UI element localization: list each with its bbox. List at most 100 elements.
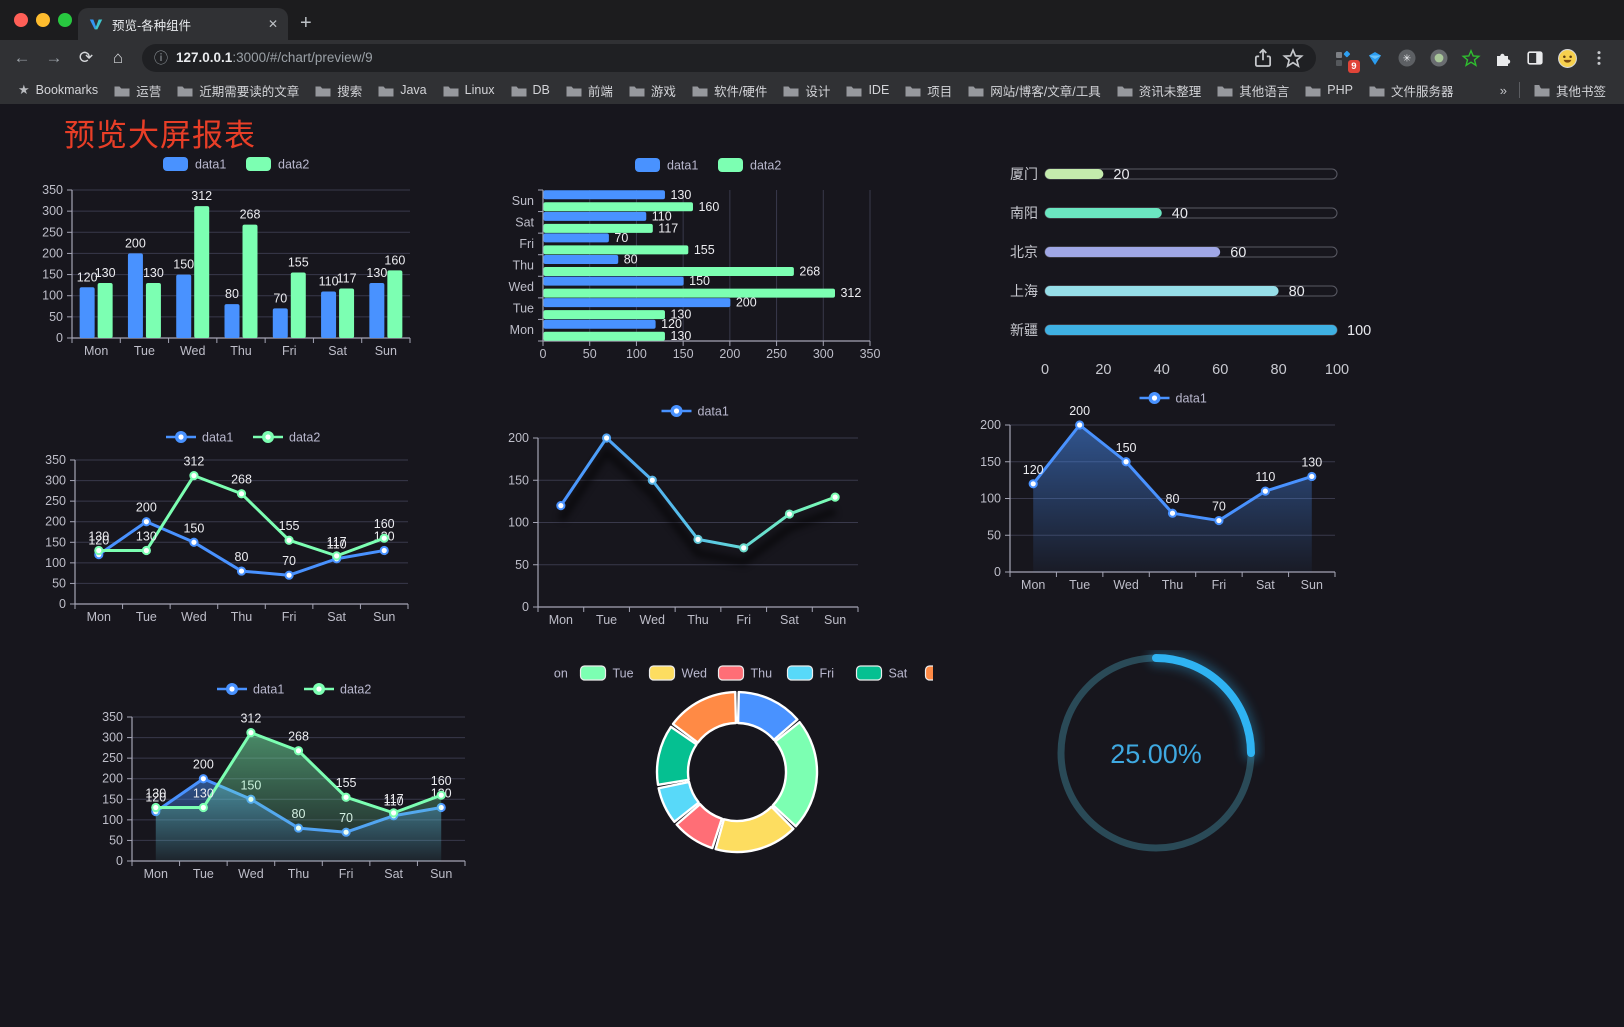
svg-text:Mon: Mon xyxy=(84,344,108,358)
browser-menu-icon[interactable] xyxy=(1588,47,1610,69)
svg-text:Tue: Tue xyxy=(596,613,617,627)
tab-close-icon[interactable]: ✕ xyxy=(267,17,278,31)
reload-button[interactable]: ⟳ xyxy=(78,48,94,67)
other-bookmarks-label: 其他书签 xyxy=(1555,84,1606,99)
back-button[interactable]: ← xyxy=(13,48,31,67)
chart-line-gradient[interactable]: data1 0 50 100 150 200 Mon Tue Wed Thu Fri Sat Sun xyxy=(503,398,903,640)
svg-text:110: 110 xyxy=(1255,470,1275,484)
bookmark-folder[interactable]: 前端 xyxy=(558,79,621,101)
svg-text:Sun: Sun xyxy=(1301,578,1323,592)
site-info-icon[interactable]: ⓘ xyxy=(154,50,168,66)
address-bar[interactable]: ⓘ 127.0.0.1:3000/#/chart/preview/9 xyxy=(142,44,1316,72)
svg-text:北京: 北京 xyxy=(1010,244,1038,260)
chart-gauge[interactable]: 25.00% xyxy=(1053,650,1265,865)
bookmark-folder-label: 其他语言 xyxy=(1239,84,1290,99)
bookmark-folder[interactable]: 软件/硬件 xyxy=(684,79,775,101)
bookmark-folder[interactable]: DB xyxy=(503,79,558,101)
svg-text:200: 200 xyxy=(193,758,214,772)
home-button[interactable]: ⌂ xyxy=(112,48,124,67)
bookmark-folder[interactable]: IDE xyxy=(838,79,897,101)
bookmark-folder-label: Java xyxy=(400,83,427,97)
svg-text:110: 110 xyxy=(327,538,347,552)
svg-text:250: 250 xyxy=(42,225,63,239)
svg-text:312: 312 xyxy=(840,286,861,300)
other-bookmarks-folder[interactable]: 其他书签 xyxy=(1526,79,1614,101)
extension-star-icon[interactable] xyxy=(1460,47,1482,69)
bookmark-folder[interactable]: Linux xyxy=(435,79,503,101)
bookmark-folder-label: 网站/博客/文章/工具 xyxy=(990,84,1101,99)
svg-text:Wed: Wed xyxy=(682,667,708,681)
chart-line-two-series[interactable]: data1 data2 0 50 100 150 200 250 300 350 Mon Tue Wed… xyxy=(40,423,438,645)
bookmark-folder[interactable]: 设计 xyxy=(775,79,838,101)
bookmark-folder[interactable]: 游戏 xyxy=(621,79,684,101)
chart-line-area-two-series[interactable]: data1 data2 0 50 100 150 200 250 300 350 Mon Tue Wed… xyxy=(100,673,498,895)
extension-grid-icon[interactable]: 9 xyxy=(1332,47,1360,73)
svg-text:Tue: Tue xyxy=(613,667,634,681)
folder-icon xyxy=(566,86,582,96)
svg-text:350: 350 xyxy=(102,710,123,724)
svg-text:50: 50 xyxy=(583,347,597,361)
svg-text:Mon: Mon xyxy=(1021,578,1045,592)
svg-text:130: 130 xyxy=(670,329,691,343)
svg-text:130: 130 xyxy=(670,188,691,202)
emoji-extension-icon[interactable] xyxy=(1556,47,1578,69)
bookmarks-overflow-chevron[interactable]: » xyxy=(1499,82,1507,98)
svg-text:Thu: Thu xyxy=(288,867,310,881)
bookmark-folder[interactable]: 网站/博客/文章/工具 xyxy=(960,79,1108,101)
svg-text:100: 100 xyxy=(1325,362,1349,378)
forward-button[interactable]: → xyxy=(45,48,63,67)
zoom-window-button[interactable] xyxy=(58,13,72,27)
bookmark-folder[interactable]: Java xyxy=(370,79,434,101)
bookmark-folder[interactable]: 搜索 xyxy=(307,79,370,101)
chart-line-area[interactable]: data1 0 50 100 150 200 Mon Tue Wed Thu Fri Sat Sun 12… xyxy=(980,386,1380,605)
chart-progress-bars[interactable]: 厦门 20 南阳 40 北京 60 上海 80 新疆 100 0 20 40 60 80 100 xyxy=(980,150,1380,390)
svg-text:150: 150 xyxy=(102,792,123,806)
svg-text:150: 150 xyxy=(689,274,710,288)
svg-text:100: 100 xyxy=(980,492,1001,506)
bookmark-folder[interactable]: 其他语言 xyxy=(1209,79,1297,101)
svg-text:Fri: Fri xyxy=(1212,578,1227,592)
bookmark-star-icon[interactable] xyxy=(1282,47,1304,69)
url-path: :3000/#/chart/preview/9 xyxy=(232,50,373,65)
svg-text:Fri: Fri xyxy=(519,237,534,251)
ring-progress-canvas: 25.00% xyxy=(1057,650,1259,852)
side-panel-icon[interactable] xyxy=(1524,47,1546,69)
extension-gem-icon[interactable] xyxy=(1364,47,1386,69)
svg-text:厦门: 厦门 xyxy=(1010,166,1038,182)
bookmark-folder[interactable]: PHP xyxy=(1297,79,1361,101)
extension-record-icon[interactable] xyxy=(1428,47,1450,69)
svg-text:Tue: Tue xyxy=(1069,578,1090,592)
svg-text:350: 350 xyxy=(860,347,881,361)
minimize-window-button[interactable] xyxy=(36,13,50,27)
bookmark-folder[interactable]: 文件服务器 xyxy=(1361,79,1462,101)
share-icon[interactable] xyxy=(1252,47,1274,69)
extension-puzzle-icon[interactable] xyxy=(1492,47,1514,69)
svg-text:312: 312 xyxy=(183,455,204,469)
grouped-bar-canvas: data1 data2 0 50 100 150 200 250 300 350 Mon Tue Wed… xyxy=(42,157,411,358)
chart-horizontal-bar[interactable]: data1 data2 0 50 100 150 200 250 300 350 Sun 130 160… xyxy=(503,152,903,369)
svg-text:117: 117 xyxy=(337,272,357,286)
svg-text:200: 200 xyxy=(45,515,66,529)
svg-text:Tue: Tue xyxy=(193,867,214,881)
page-content: 预览大屏报表 data1 data2 0 50 100 150 200 250 300 350 Mo… xyxy=(0,104,1624,1027)
svg-text:Sun: Sun xyxy=(512,194,534,208)
svg-text:70: 70 xyxy=(273,291,287,305)
bookmarks-root[interactable]: ★ Bookmarks xyxy=(10,79,106,101)
bookmark-folder[interactable]: 近期需要读的文章 xyxy=(169,79,307,101)
close-window-button[interactable] xyxy=(14,13,28,27)
browser-tab[interactable]: 预览-各种组件 ✕ xyxy=(78,8,288,40)
chart-grouped-bar[interactable]: data1 data2 0 50 100 150 200 250 300 350 Mon Tue Wed… xyxy=(40,148,438,371)
bookmark-folder[interactable]: 运营 xyxy=(106,79,169,101)
extension-asterisk-icon[interactable]: ✳ xyxy=(1396,47,1418,69)
svg-text:120: 120 xyxy=(88,534,109,548)
new-tab-button[interactable]: + xyxy=(300,12,312,34)
folder-icon xyxy=(1534,84,1550,96)
bookmark-folder[interactable]: 资讯未整理 xyxy=(1109,79,1210,101)
bookmark-folder[interactable]: 项目 xyxy=(897,79,960,101)
folder-icon xyxy=(511,86,527,96)
svg-text:150: 150 xyxy=(183,521,204,535)
folder-icon xyxy=(846,86,862,96)
svg-text:110: 110 xyxy=(319,274,339,288)
folder-icon xyxy=(177,86,193,96)
